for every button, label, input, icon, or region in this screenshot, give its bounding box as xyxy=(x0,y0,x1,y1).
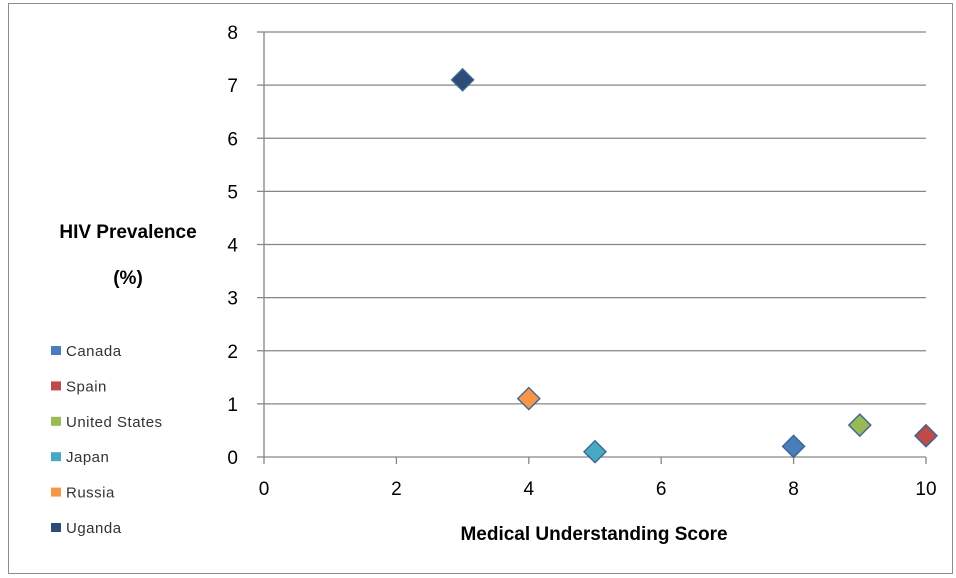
y-tick-label: 2 xyxy=(227,342,238,363)
x-tick-label: 4 xyxy=(524,479,535,500)
data-point-united-states xyxy=(847,413,872,438)
y-tick-label: 4 xyxy=(227,236,238,257)
data-point-uganda xyxy=(450,67,475,92)
x-tick-label: 0 xyxy=(259,479,270,500)
data-point-spain xyxy=(914,423,938,448)
x-tick-label: 10 xyxy=(915,479,936,500)
data-point-canada xyxy=(781,434,806,459)
y-tick-label: 7 xyxy=(227,76,238,97)
gridlines xyxy=(264,31,926,405)
x-tick-label: 2 xyxy=(391,479,402,500)
data-point-japan xyxy=(583,439,607,464)
tick-labels: 0 1 2 3 4 5 6 7 8 0 2 4 6 8 10 xyxy=(227,23,936,500)
legend: Canada Spain United States Japan Russia Ugand… xyxy=(51,343,163,537)
legend-label: Uganda xyxy=(66,520,122,537)
data-point-russia xyxy=(516,386,541,411)
legend-label: Japan xyxy=(66,449,109,466)
y-tick-label: 1 xyxy=(227,395,238,416)
legend-swatch-spain xyxy=(51,381,61,391)
data-points xyxy=(450,67,938,464)
legend-label: United States xyxy=(66,414,163,431)
axes xyxy=(257,31,927,464)
y-tick-label: 3 xyxy=(227,289,238,310)
y-axis-title-line-1: HIV Prevalence xyxy=(59,222,196,243)
y-tick-label: 8 xyxy=(227,23,238,44)
x-axis-title: Medical Understanding Score xyxy=(460,524,727,545)
y-tick-label: 6 xyxy=(227,129,238,150)
legend-label: Spain xyxy=(66,378,107,395)
y-tick-label: 0 xyxy=(227,448,238,469)
x-tick-label: 6 xyxy=(656,479,667,500)
legend-swatch-uganda xyxy=(51,523,61,532)
legend-label: Russia xyxy=(66,485,115,502)
chart-frame xyxy=(8,3,953,574)
legend-swatch-united-states xyxy=(51,416,61,426)
y-tick-label: 5 xyxy=(227,182,238,203)
legend-label: Canada xyxy=(66,343,122,360)
legend-swatch-japan xyxy=(51,452,61,462)
x-tick-label: 8 xyxy=(788,479,799,500)
y-axis-title-line-2: (%) xyxy=(113,268,143,289)
legend-swatch-canada xyxy=(51,346,61,355)
legend-swatch-russia xyxy=(51,487,61,497)
